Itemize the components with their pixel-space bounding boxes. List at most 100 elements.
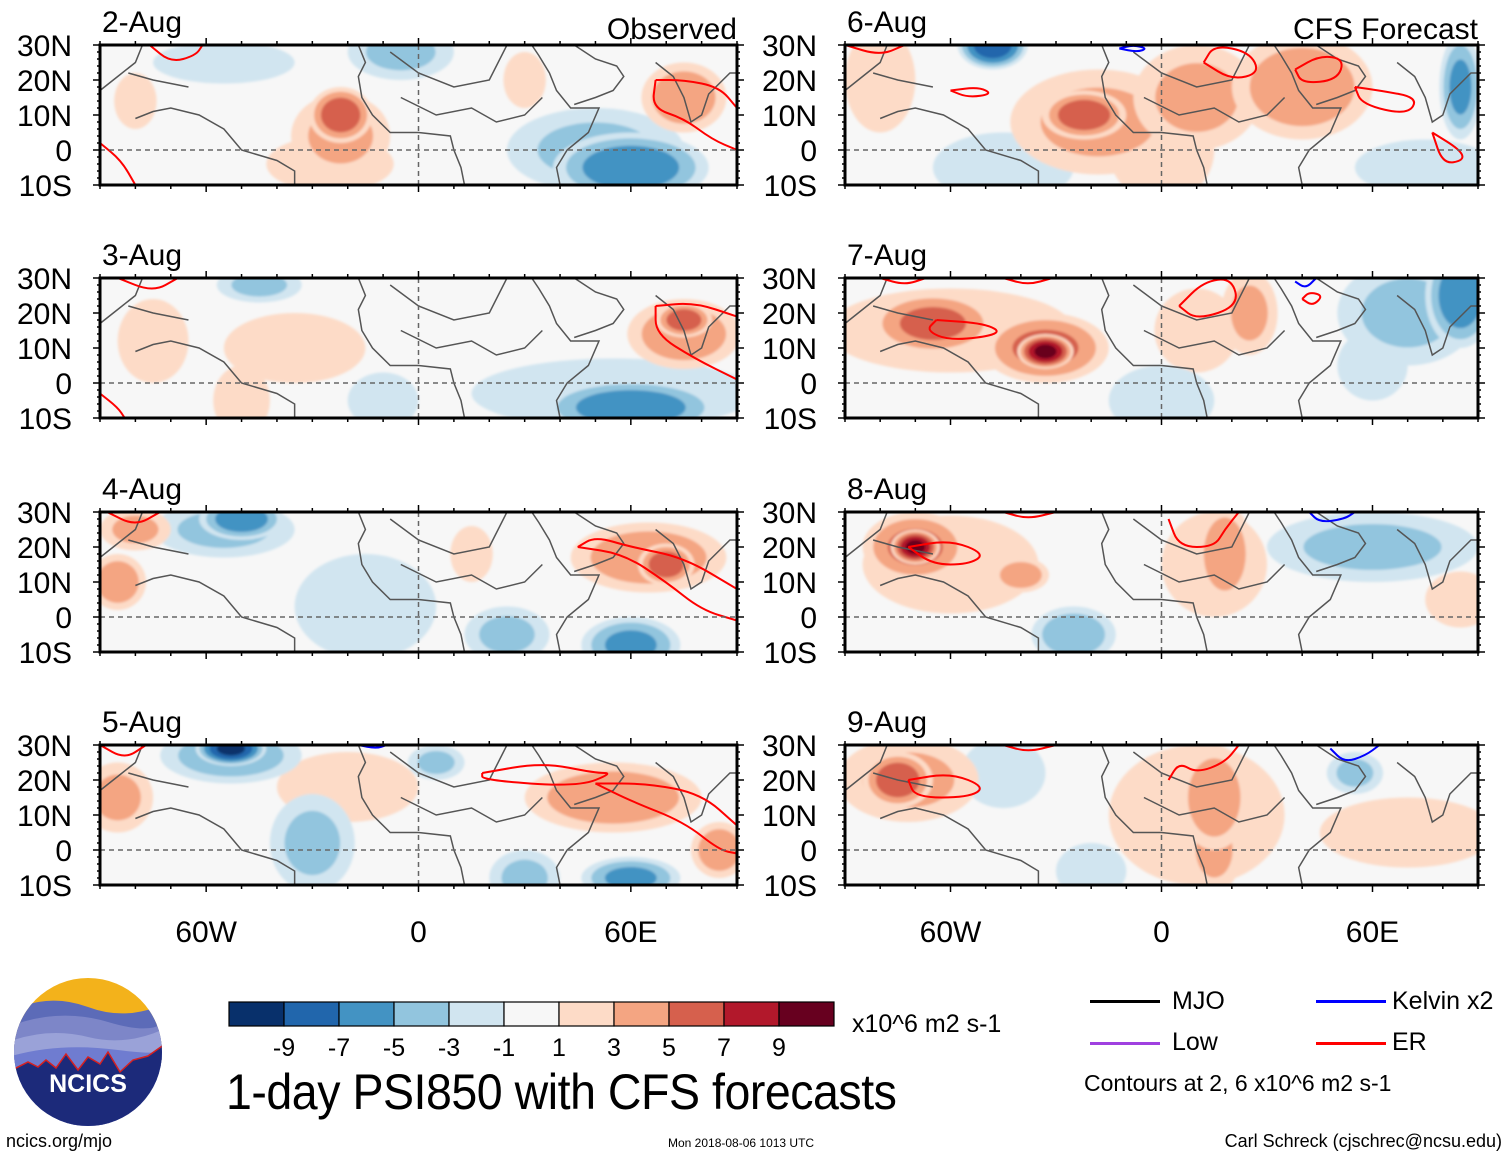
contour-er [655, 302, 737, 318]
lat-tick-label: 20N [762, 298, 817, 331]
colorbar-swatch [778, 1001, 835, 1027]
coastline [872, 72, 934, 88]
lat-tick-label: 10N [762, 333, 817, 366]
anomaly-shade [1155, 63, 1239, 132]
lat-tick-label: 20N [17, 532, 72, 565]
lon-tick-label: 0 [410, 916, 427, 949]
contour-er [1167, 512, 1240, 549]
lat-tick-label: 20N [17, 65, 72, 98]
coastline [1132, 745, 1251, 788]
contour-er [652, 79, 737, 151]
contour-er [907, 541, 981, 566]
lat-tick-label: 0 [800, 602, 817, 635]
coastline [357, 745, 466, 885]
column-label: Observed [607, 13, 737, 46]
lon-tick-label: 60E [604, 916, 657, 949]
colorbar-swatch [338, 1001, 395, 1027]
coastline [1396, 761, 1478, 824]
legend-line-mjo [1090, 1000, 1160, 1003]
coastline [1100, 278, 1208, 418]
lat-tick-label: 30N [17, 730, 72, 763]
anomaly-shade [117, 299, 189, 383]
contour-note: Contours at 2, 6 x10^6 m2 s-1 [1084, 1070, 1392, 1096]
coastline [1273, 512, 1342, 652]
anomaly-shade [213, 365, 270, 418]
anomaly-shade [999, 561, 1042, 589]
lat-tick-label: 30N [762, 263, 817, 296]
coastline [1273, 45, 1342, 185]
colorbar-level-label: 5 [662, 1034, 676, 1062]
anomaly-shade [604, 867, 657, 885]
anomaly-shade [417, 751, 455, 774]
coastline [655, 294, 737, 357]
coastline [845, 512, 888, 559]
anomaly-shade [366, 45, 436, 71]
anomaly-shade [604, 630, 657, 652]
panel-date-label: 9-Aug [847, 706, 927, 739]
lon-tick-label: 60W [920, 916, 982, 949]
coastline [1143, 96, 1286, 123]
legend-label-er: ER [1392, 1028, 1427, 1056]
lon-tick-label: 60W [175, 916, 237, 949]
coastline [531, 278, 601, 418]
anomaly-shade [284, 810, 341, 876]
lat-tick-label: 20N [17, 298, 72, 331]
coastline [531, 512, 601, 652]
anomaly-shade [1354, 139, 1478, 185]
anomaly-shade [648, 551, 684, 578]
contour-er [1202, 46, 1258, 79]
contour-er [1353, 86, 1416, 113]
lat-tick-label: 10N [762, 567, 817, 600]
coastline [400, 563, 543, 590]
anomaly-shade [1188, 758, 1241, 837]
coastline [1396, 61, 1478, 124]
lat-tick-label: 10N [17, 567, 72, 600]
coastline [1396, 528, 1478, 591]
contour-er [950, 87, 990, 98]
footer-url[interactable]: ncics.org/mjo [6, 1131, 113, 1151]
legend-label-kelvin: Kelvin x2 [1392, 987, 1494, 1015]
coastline [845, 45, 888, 92]
anomaly-shade [1203, 517, 1246, 591]
lat-tick-label: 20N [17, 765, 72, 798]
lat-tick-label: 20N [762, 65, 817, 98]
legend-line-kelvin [1316, 1000, 1386, 1003]
contour-er [1167, 745, 1240, 781]
coastline [1100, 745, 1208, 885]
ncics-logo: NCICS [14, 978, 162, 1126]
coastline [1143, 563, 1286, 590]
colorbar-swatch [558, 1001, 615, 1027]
coastline [135, 574, 296, 652]
coastline [1315, 745, 1367, 806]
anomaly-shade [845, 45, 916, 133]
anomaly-shade [666, 309, 702, 331]
coastline [845, 745, 888, 792]
anomaly-shade [1108, 365, 1215, 418]
legend-line-low [1090, 1042, 1160, 1045]
anomaly-shade [479, 616, 535, 652]
anomaly-shade [1154, 288, 1239, 373]
contour-er [1294, 55, 1343, 84]
anomaly-shade [216, 745, 245, 756]
contour-er [655, 79, 737, 109]
colorbar-swatch [668, 1001, 725, 1027]
anomaly-shade [231, 278, 288, 297]
coastline [389, 745, 508, 788]
panel-date-label: 3-Aug [102, 239, 182, 272]
anomaly-shade [547, 771, 680, 824]
panel-date-label: 7-Aug [847, 239, 927, 272]
coastline [400, 96, 543, 123]
coastline [128, 72, 189, 88]
legend-label-mjo: MJO [1172, 987, 1225, 1015]
colorbar-swatch [503, 1001, 560, 1027]
coastline [1100, 45, 1208, 185]
coastline [872, 772, 934, 788]
lat-tick-label: 20N [762, 532, 817, 565]
anomaly-shade [1034, 344, 1057, 359]
